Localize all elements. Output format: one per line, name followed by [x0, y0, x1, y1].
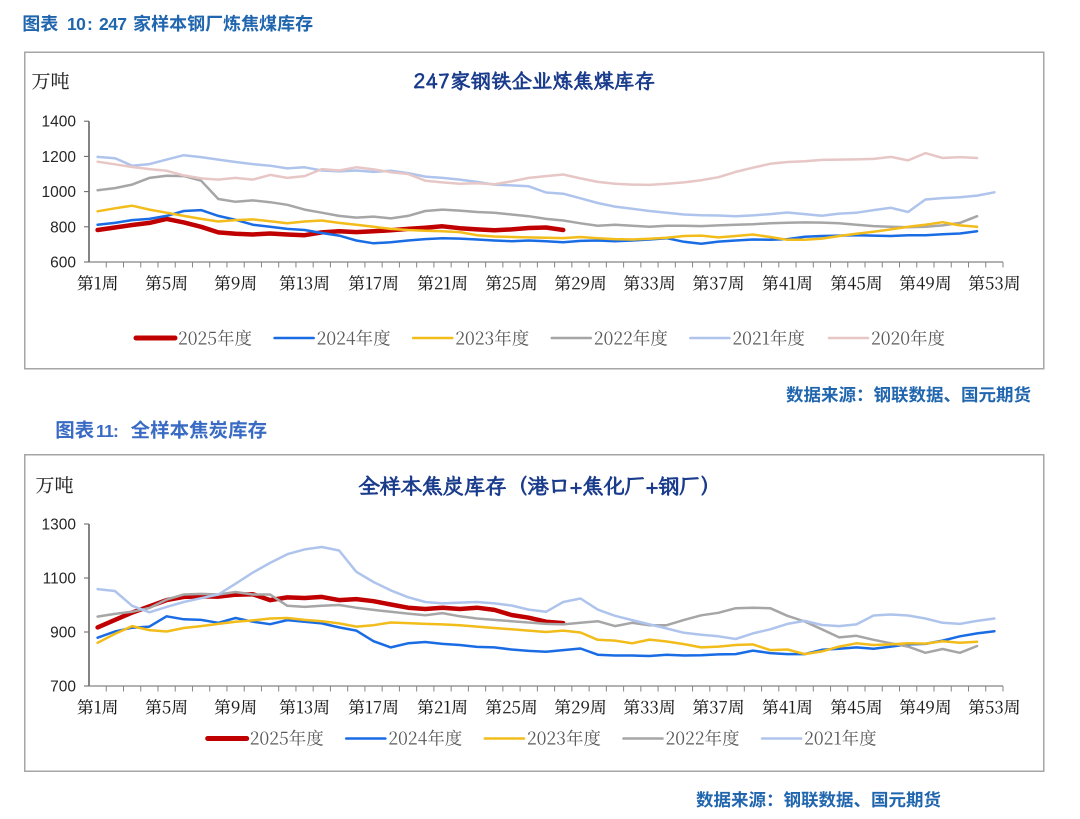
- svg-text:1100: 1100: [43, 571, 77, 588]
- svg-text:1400: 1400: [42, 114, 77, 131]
- svg-text:1300: 1300: [42, 517, 77, 534]
- svg-text:800: 800: [50, 219, 76, 236]
- svg-text:700: 700: [50, 679, 76, 696]
- svg-text:900: 900: [50, 625, 76, 642]
- svg-text:247: 247: [99, 14, 126, 34]
- svg-text::: :: [87, 14, 93, 34]
- svg-text::: :: [113, 421, 119, 441]
- svg-text:11: 11: [96, 421, 114, 441]
- svg-text:1200: 1200: [42, 149, 77, 166]
- svg-text:1000: 1000: [42, 184, 77, 201]
- svg-text:10: 10: [67, 14, 86, 34]
- svg-text:600: 600: [50, 255, 76, 272]
